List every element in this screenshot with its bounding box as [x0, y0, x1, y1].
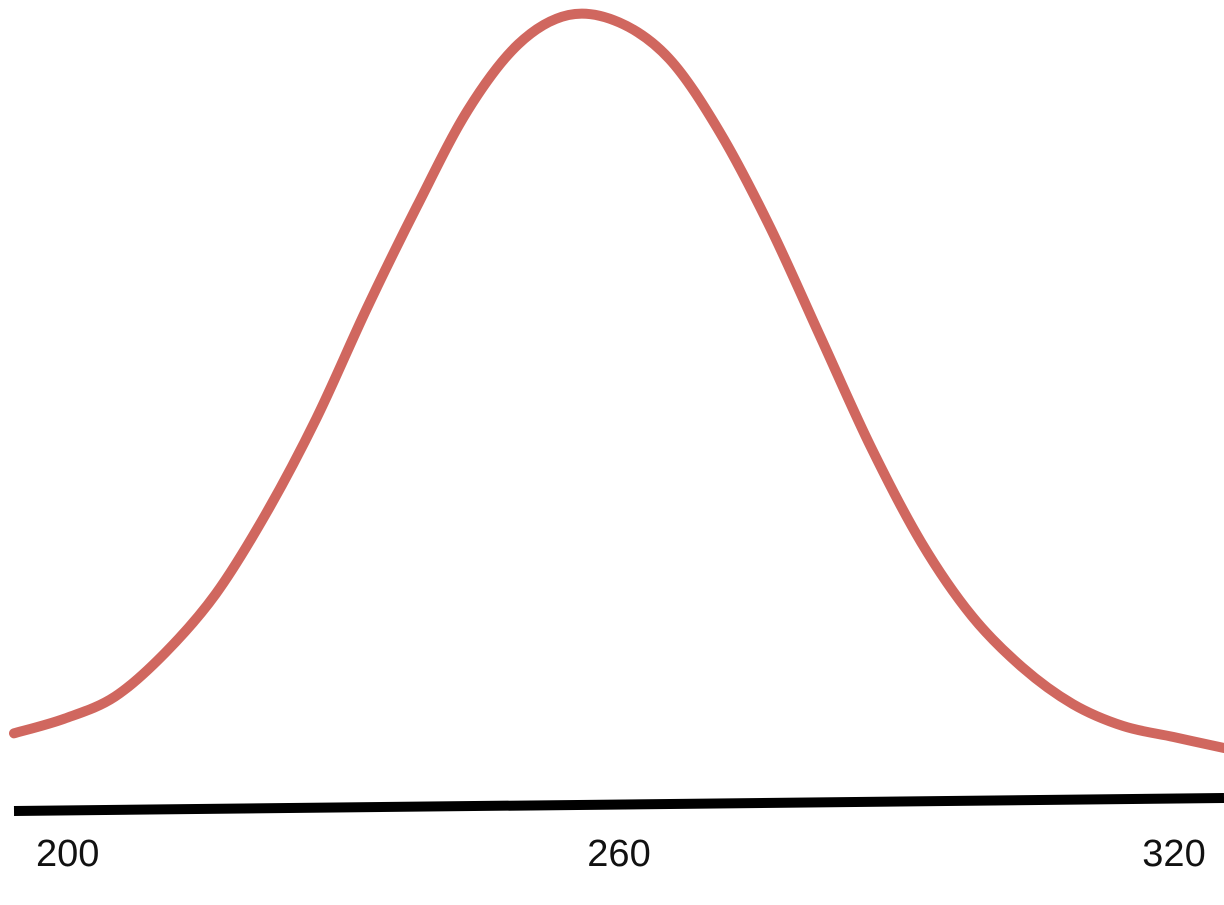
series-line-0 [9, 8, 1224, 753]
x-tick-label-260: 260 [587, 833, 650, 875]
series-layer [9, 8, 1224, 753]
x-tick-label-200: 200 [36, 833, 99, 875]
x-tick-label-320: 320 [1142, 833, 1205, 875]
x-axis-line [13, 793, 1224, 816]
x-tick-labels: 200 260 320 [36, 833, 1206, 875]
